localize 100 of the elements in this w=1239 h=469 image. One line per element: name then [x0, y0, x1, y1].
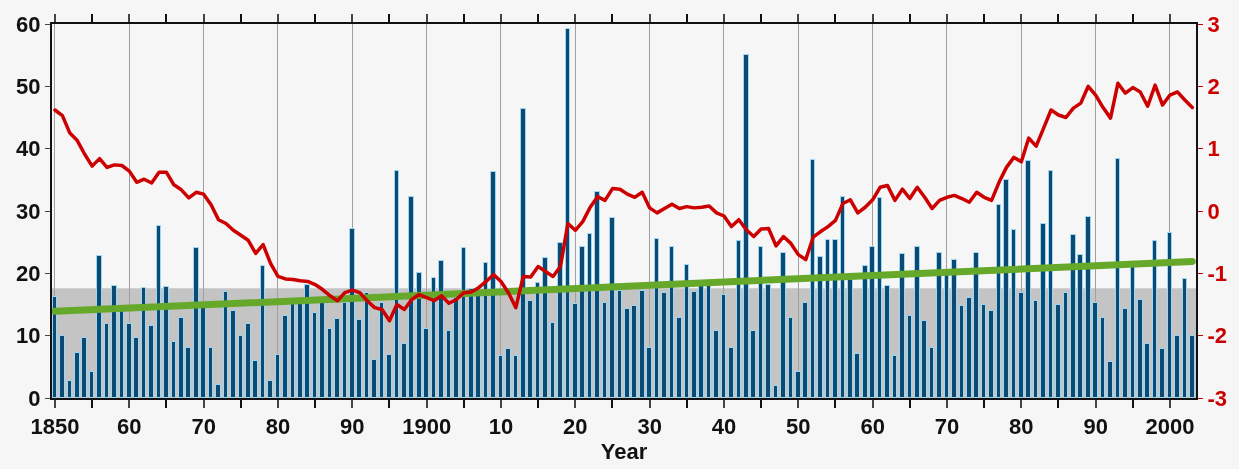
bar [230, 310, 236, 398]
bar [669, 246, 674, 398]
x-tick-label: 1900 [402, 414, 452, 440]
y2-tick-label: -3 [1207, 385, 1227, 411]
x-tick-label: 40 [711, 414, 737, 440]
bar [1055, 304, 1061, 398]
bar [111, 285, 117, 398]
x-tick-label: 10 [488, 414, 514, 440]
bar [490, 171, 496, 398]
bar [1033, 300, 1038, 398]
bar [1182, 278, 1187, 398]
bar [1189, 335, 1195, 398]
bar [1100, 317, 1105, 398]
bar [728, 347, 734, 398]
bar [163, 286, 169, 398]
bar [1152, 240, 1157, 398]
x-tick-label: 60 [117, 414, 142, 440]
x-tick-label: 20 [563, 414, 588, 440]
bar [438, 260, 444, 398]
bar [223, 291, 228, 398]
bar [267, 380, 273, 398]
bar [327, 328, 332, 398]
bar [817, 256, 823, 398]
bar [988, 310, 994, 398]
bar [550, 322, 555, 398]
y-tick-label: 0 [28, 385, 41, 411]
bar [832, 239, 838, 398]
bar [1115, 158, 1120, 398]
bar [379, 302, 384, 398]
bar [238, 335, 243, 398]
bar [141, 287, 146, 398]
bar [951, 259, 957, 398]
bar [684, 264, 689, 398]
bar [602, 302, 607, 398]
x-tick-label: 90 [1083, 414, 1108, 440]
bar [89, 371, 94, 398]
bar [260, 265, 265, 398]
bar [617, 290, 622, 398]
bar [52, 296, 57, 398]
bar [371, 359, 377, 398]
bar [171, 341, 176, 398]
x-axis-title: Year [600, 439, 648, 465]
bar [1048, 170, 1053, 398]
x-tick-label: 70 [934, 414, 960, 440]
bar [713, 330, 719, 398]
bar [780, 252, 786, 398]
bar [1122, 308, 1128, 398]
x-tick-label: 90 [340, 414, 365, 440]
bar [1167, 232, 1172, 398]
bar [394, 170, 399, 398]
bar [609, 217, 615, 398]
bar [676, 317, 682, 398]
y-tick-label: 60 [16, 11, 41, 37]
x-tick-label: 60 [860, 414, 885, 440]
bar [1063, 292, 1068, 398]
bar [535, 282, 540, 398]
bar [208, 347, 213, 398]
bar [148, 325, 154, 398]
line-series [53, 81, 1195, 323]
bar [1011, 229, 1016, 398]
bar [275, 354, 280, 398]
y-tick-label: 10 [16, 323, 41, 349]
x-tick-label: 30 [637, 414, 662, 440]
bar [1130, 265, 1135, 398]
bar [565, 28, 570, 398]
bar [1159, 348, 1165, 398]
bar [877, 197, 882, 398]
bar [907, 315, 912, 398]
y2-tick-label: -2 [1207, 323, 1227, 349]
bar [513, 355, 518, 398]
bar [431, 277, 436, 398]
y-tick-label: 40 [16, 136, 41, 162]
x-tick-label: 2000 [1145, 414, 1195, 440]
y2-tick-label: 3 [1207, 11, 1220, 37]
bar [899, 253, 905, 398]
bar [773, 385, 778, 398]
bar [996, 204, 1001, 398]
bar [587, 233, 592, 398]
x-tick-label: 80 [1009, 414, 1034, 440]
bar [498, 355, 503, 398]
bar [936, 252, 942, 398]
y2-tick-label: 2 [1207, 74, 1220, 100]
bar [342, 302, 347, 398]
bar [788, 317, 793, 398]
bar [825, 239, 830, 398]
bar [1040, 223, 1046, 398]
bar [706, 285, 711, 398]
bar [981, 304, 986, 398]
bar [446, 330, 451, 398]
bar [461, 247, 466, 398]
bar [594, 191, 600, 398]
bar [810, 159, 815, 398]
bar [1174, 335, 1180, 398]
bar [758, 246, 763, 398]
bar [119, 310, 124, 398]
bar [156, 225, 161, 398]
bar [215, 384, 221, 398]
bar [736, 240, 741, 398]
y-tick-label: 20 [16, 261, 41, 287]
bar [96, 255, 102, 398]
